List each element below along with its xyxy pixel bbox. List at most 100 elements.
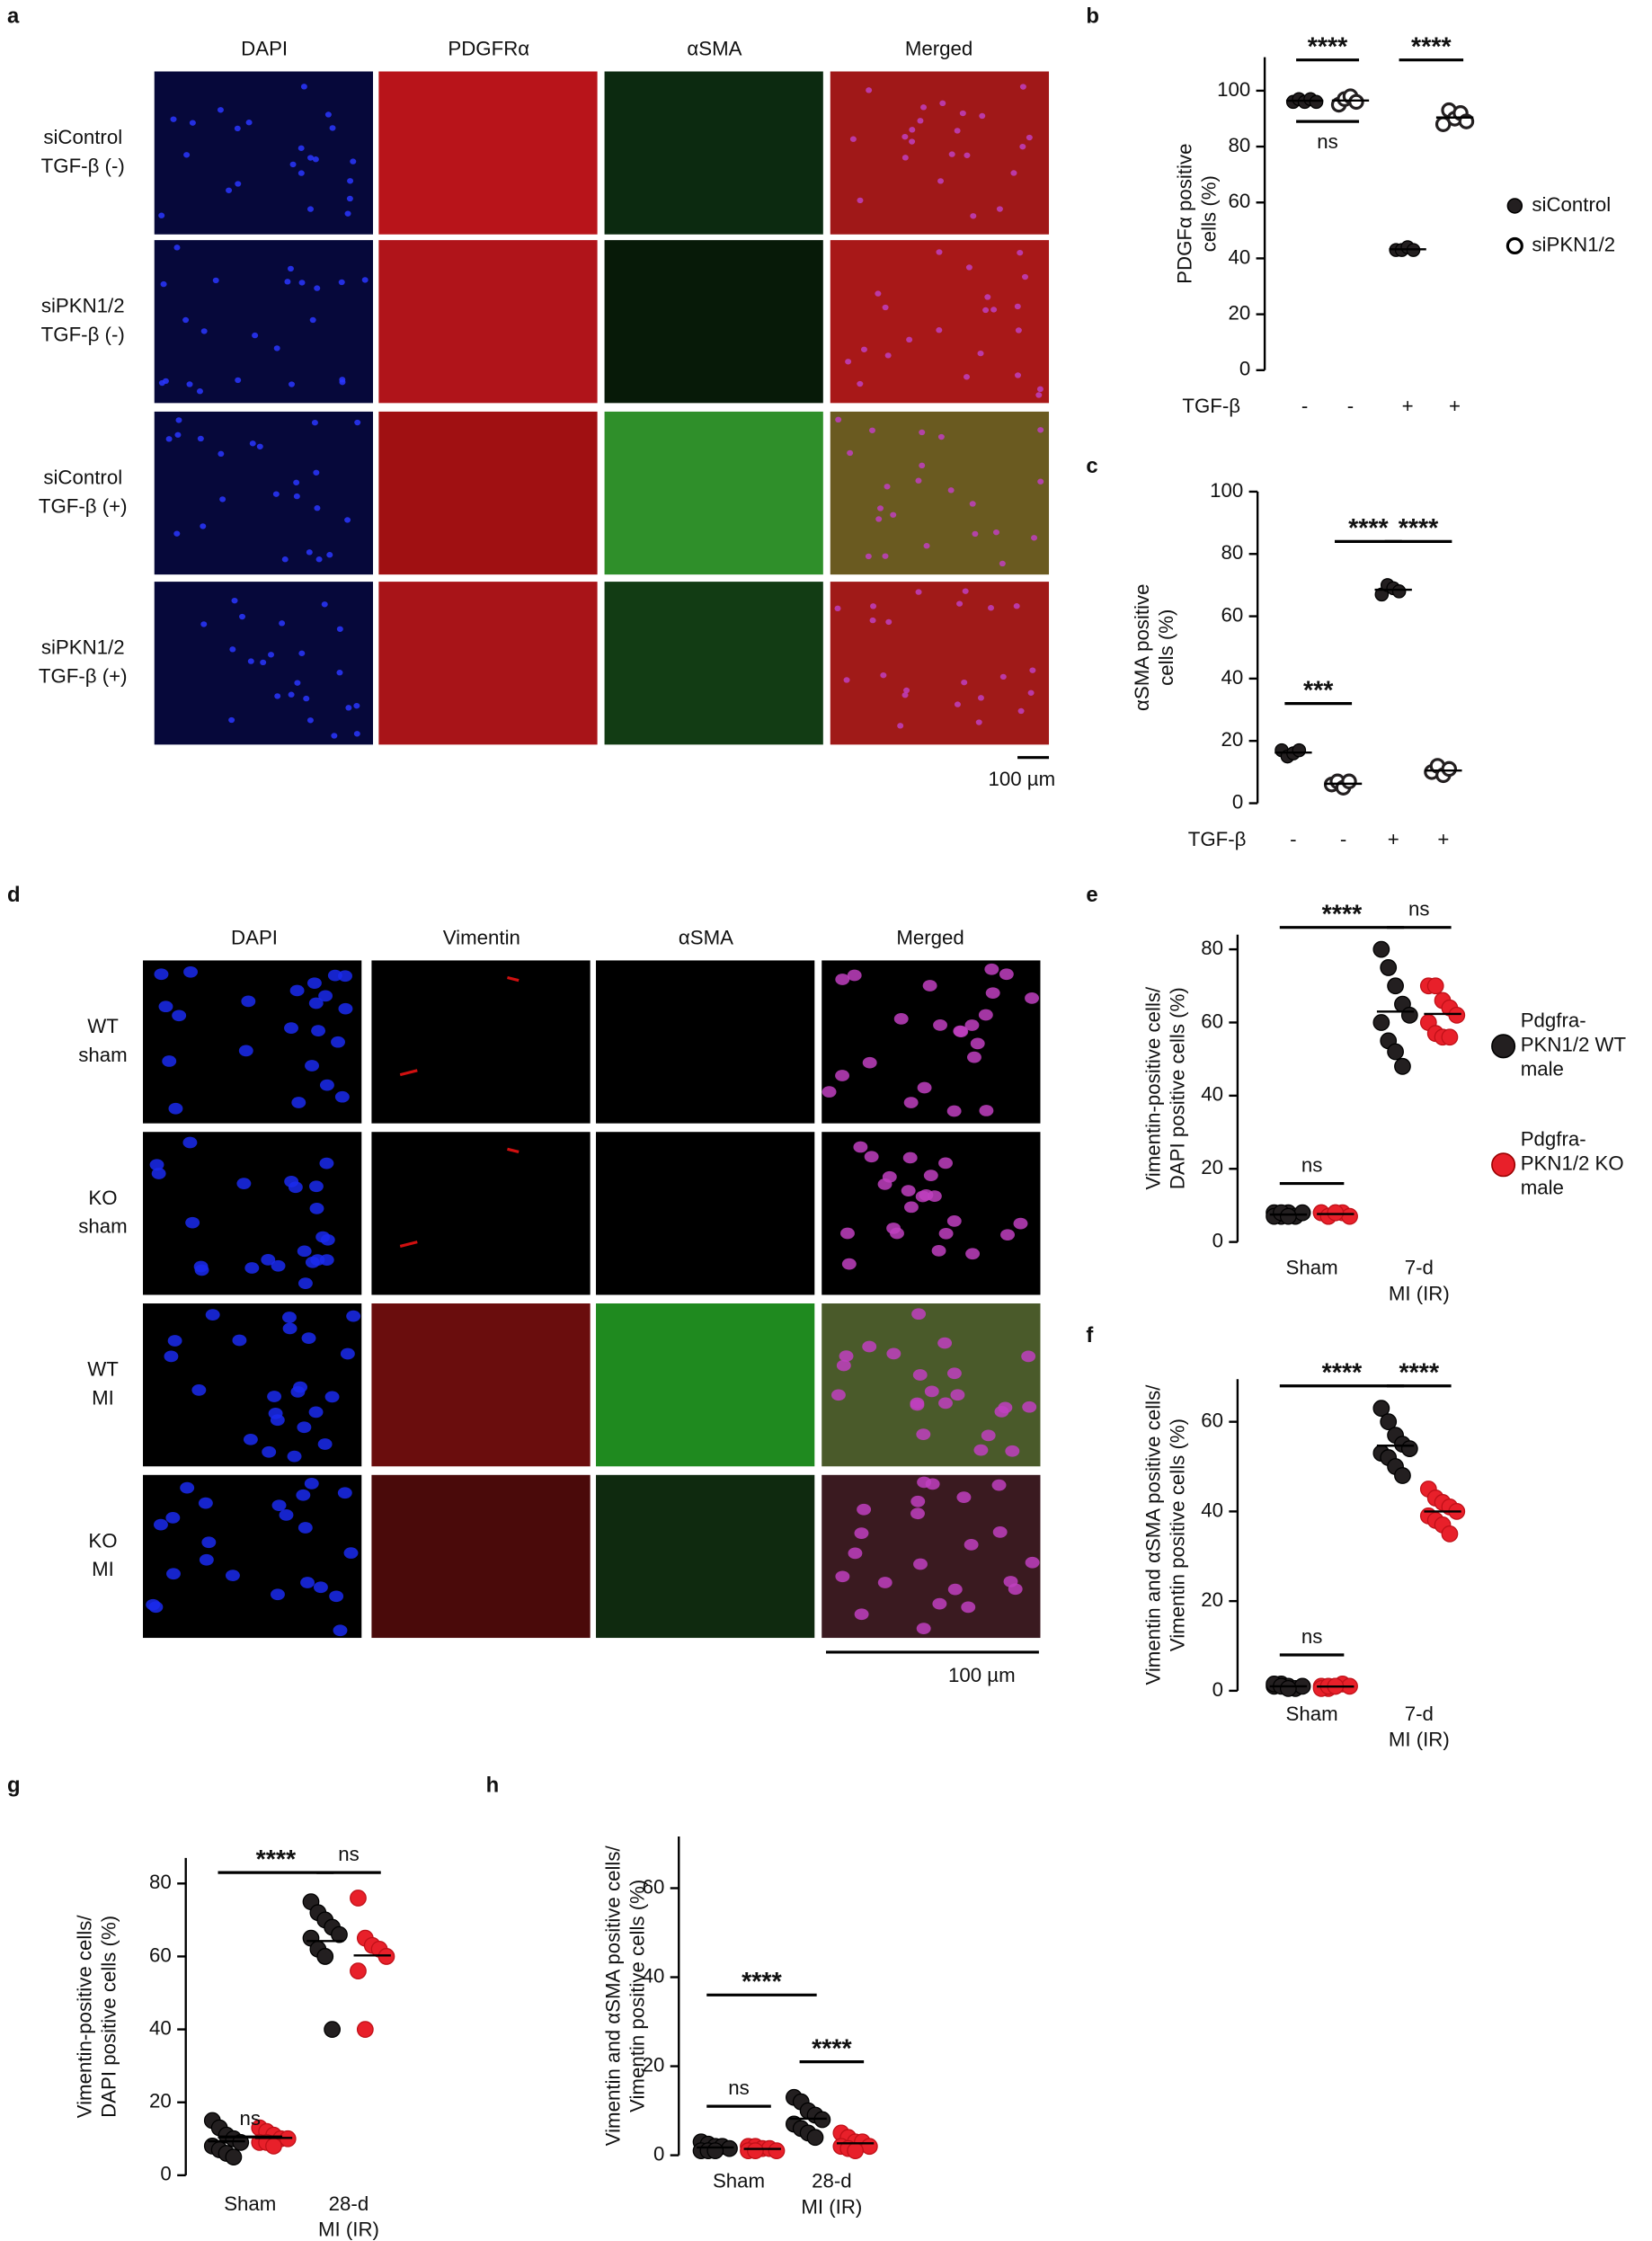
nucleus	[336, 626, 343, 632]
nucleus	[312, 156, 319, 163]
nucleus	[885, 618, 893, 626]
nucleus	[1027, 689, 1035, 696]
nucleus	[910, 1495, 926, 1507]
nucleus	[309, 1203, 324, 1214]
nucleus	[212, 277, 219, 284]
nucleus	[999, 560, 1006, 567]
y-tick-label: 0	[160, 2163, 171, 2185]
y-tick-label: 60	[1201, 1009, 1223, 1032]
legend-label: PKN1/2 WT	[1521, 1034, 1627, 1056]
nucleus	[962, 588, 969, 594]
micrograph	[596, 1132, 815, 1295]
legend-marker	[1506, 198, 1523, 214]
data-point	[706, 2142, 724, 2160]
micrograph	[143, 960, 362, 1124]
nucleus	[347, 178, 354, 184]
nucleus	[1014, 303, 1021, 310]
data-point	[806, 2129, 824, 2147]
nucleus	[1013, 603, 1020, 609]
nucleus	[970, 213, 977, 219]
nucleus	[297, 1245, 312, 1258]
nucleus	[303, 695, 310, 702]
nucleus	[1026, 134, 1033, 141]
nucleus	[901, 692, 909, 698]
nucleus	[333, 1624, 348, 1637]
nucleus	[182, 316, 190, 324]
micrograph	[154, 71, 373, 235]
nucleus	[287, 1450, 302, 1463]
nucleus	[880, 671, 887, 679]
nucleus	[853, 1141, 868, 1153]
x-tick-label: Sham	[1286, 1257, 1338, 1279]
nucleus	[167, 1335, 182, 1347]
x-tick-label: Sham	[713, 2170, 765, 2192]
nucleus	[239, 613, 246, 620]
nucleus	[287, 265, 294, 272]
nucleus	[293, 1381, 307, 1393]
nucleus	[244, 1262, 260, 1274]
data-point	[1292, 743, 1307, 758]
data-point	[1387, 1043, 1404, 1061]
nucleus	[219, 496, 226, 502]
panel-letter: h	[486, 1774, 500, 1798]
nucleus	[884, 484, 891, 490]
nucleus	[882, 304, 889, 311]
significance-label: ****	[1399, 514, 1439, 543]
data-point	[316, 1948, 334, 1965]
micrograph	[604, 71, 823, 235]
nucleus	[284, 279, 291, 285]
y-tick-label: 0	[1232, 790, 1243, 813]
significance-label: ****	[742, 1968, 782, 1996]
nucleus	[893, 1013, 909, 1025]
nucleus	[173, 245, 181, 251]
nucleus	[338, 1002, 353, 1015]
nucleus	[948, 151, 955, 157]
nucleus	[249, 440, 256, 447]
nucleus	[973, 1444, 989, 1456]
nucleus	[906, 336, 913, 343]
nucleus	[154, 968, 169, 981]
y-axis-label: Vimentin-positive cells/	[1142, 986, 1165, 1190]
nucleus	[919, 462, 926, 469]
nucleus	[236, 1178, 252, 1189]
nucleus	[158, 212, 165, 218]
nucleus	[965, 1248, 981, 1260]
nucleus	[311, 1025, 326, 1037]
nucleus	[158, 1000, 173, 1013]
nucleus	[849, 136, 857, 142]
nucleus	[226, 187, 233, 193]
nucleus	[180, 1481, 195, 1494]
nucleus	[975, 719, 982, 725]
nucleus	[822, 1086, 837, 1098]
nucleus	[956, 1491, 972, 1503]
panel-letter: e	[1086, 883, 1097, 907]
data-point	[1394, 1057, 1411, 1075]
nucleus	[308, 1180, 324, 1193]
data-point	[1441, 1028, 1459, 1046]
nucleus	[307, 155, 315, 161]
nucleus	[1021, 1350, 1036, 1363]
row-label: siPKN1/2	[41, 295, 125, 317]
nucleus	[875, 290, 882, 297]
nucleus	[964, 152, 971, 158]
nucleus	[329, 1590, 344, 1603]
scale-bar-label: 100 µm	[948, 1664, 1016, 1686]
data-point	[1348, 93, 1364, 111]
nucleus	[912, 1369, 928, 1381]
nucleus	[172, 1009, 187, 1022]
nucleus	[919, 429, 926, 436]
significance-label: ****	[1411, 33, 1452, 62]
micrograph	[822, 1132, 1041, 1295]
nucleus	[218, 450, 225, 458]
nucleus	[902, 1152, 918, 1164]
significance-label: ****	[256, 1845, 297, 1874]
nucleus	[289, 161, 297, 168]
legend-label: siControl	[1532, 193, 1611, 216]
x-axis-label: TGF-β	[1182, 395, 1240, 417]
micrograph	[604, 582, 823, 745]
nucleus	[1025, 992, 1039, 1004]
nucleus	[238, 1045, 253, 1057]
nucleus	[228, 716, 235, 724]
nucleus	[271, 1588, 285, 1601]
